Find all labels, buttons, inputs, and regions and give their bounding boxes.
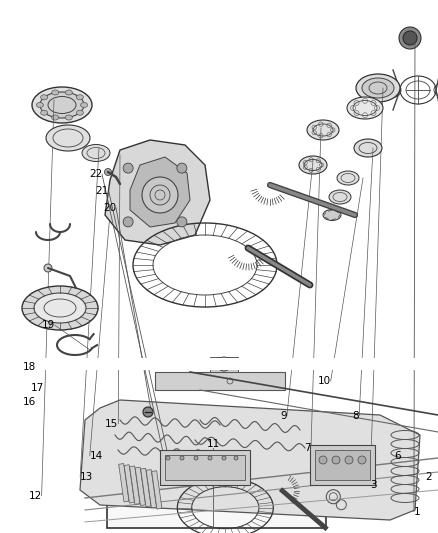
Ellipse shape [362,78,394,98]
Ellipse shape [22,286,98,330]
FancyBboxPatch shape [146,470,156,508]
Text: 10: 10 [318,376,331,386]
Text: 2: 2 [425,472,431,482]
FancyBboxPatch shape [152,471,162,509]
Bar [315,450,370,480]
Circle shape [399,27,421,49]
Text: 1: 1 [414,507,420,516]
Text: 6: 6 [394,451,401,461]
Text: 14: 14 [90,451,103,461]
Circle shape [222,456,226,460]
Text: 22: 22 [89,169,102,179]
Ellipse shape [299,156,327,174]
Text: 13: 13 [80,472,93,482]
Circle shape [177,163,187,173]
Text: 21: 21 [95,186,109,196]
Bar [0,358,438,370]
Polygon shape [105,140,210,245]
Bar [107,456,326,528]
Ellipse shape [337,171,359,185]
Ellipse shape [36,102,43,108]
FancyBboxPatch shape [119,464,129,502]
Text: 11: 11 [207,439,220,449]
Text: 9: 9 [280,411,287,421]
Ellipse shape [52,115,59,120]
Text: 3: 3 [370,480,377,490]
Text: 7: 7 [304,443,311,453]
Ellipse shape [46,125,90,151]
Bar [210,357,238,372]
Polygon shape [80,400,420,520]
Circle shape [217,357,231,371]
Ellipse shape [323,209,341,221]
Ellipse shape [41,95,48,100]
Circle shape [177,217,187,227]
FancyBboxPatch shape [124,465,134,503]
Ellipse shape [329,190,351,204]
Ellipse shape [76,110,83,115]
Circle shape [123,217,133,227]
Circle shape [345,456,353,464]
Text: 20: 20 [103,203,116,213]
Text: 19: 19 [42,320,55,330]
Ellipse shape [82,144,110,161]
Circle shape [208,456,212,460]
Circle shape [142,177,178,213]
Circle shape [332,456,340,464]
Text: 15: 15 [105,419,118,429]
Ellipse shape [307,120,339,140]
Circle shape [180,456,184,460]
Circle shape [194,456,198,460]
FancyBboxPatch shape [130,466,140,504]
Ellipse shape [40,92,84,118]
Ellipse shape [65,115,72,120]
Ellipse shape [81,102,88,108]
Circle shape [123,163,133,173]
Ellipse shape [41,110,48,115]
Circle shape [403,31,417,45]
Polygon shape [130,157,190,227]
Circle shape [319,456,327,464]
Ellipse shape [356,74,400,102]
Ellipse shape [34,293,86,323]
Text: 12: 12 [28,491,42,500]
Text: 18: 18 [23,362,36,372]
Bar [165,455,245,480]
Bar [310,445,375,485]
Text: 16: 16 [23,398,36,407]
Ellipse shape [354,139,382,157]
Circle shape [143,407,153,417]
Circle shape [358,456,366,464]
Circle shape [166,456,170,460]
Text: 8: 8 [353,411,359,421]
Bar [155,372,285,390]
Bar [160,450,250,485]
Ellipse shape [32,87,92,123]
Circle shape [44,264,52,272]
FancyBboxPatch shape [141,469,151,507]
Circle shape [105,168,112,175]
Circle shape [234,456,238,460]
Ellipse shape [52,90,59,95]
Ellipse shape [347,97,383,119]
FancyBboxPatch shape [135,467,145,505]
Ellipse shape [76,95,83,100]
Text: 17: 17 [31,383,44,393]
Ellipse shape [65,90,72,95]
